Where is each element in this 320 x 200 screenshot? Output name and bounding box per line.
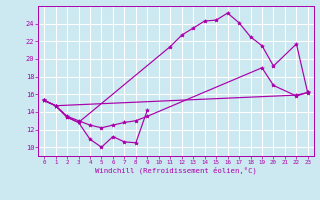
X-axis label: Windchill (Refroidissement éolien,°C): Windchill (Refroidissement éolien,°C) (95, 167, 257, 174)
